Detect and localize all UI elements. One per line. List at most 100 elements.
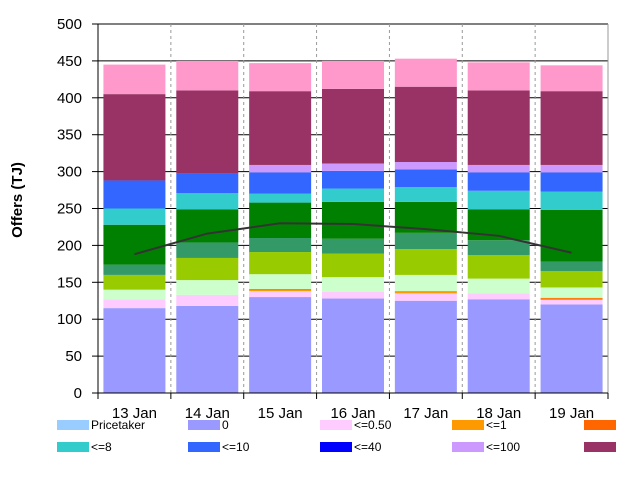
x-tick-label: 13 Jan: [112, 405, 157, 422]
bar-segment: [249, 193, 312, 203]
bar-segment: [103, 208, 166, 225]
legend-swatch: [188, 420, 220, 430]
bar-segment: [176, 193, 239, 210]
bar-segment: [103, 94, 166, 181]
bar-segment: [394, 58, 457, 87]
legend-label: <=10: [222, 440, 250, 454]
bar-segment: [540, 65, 603, 92]
bar-segment: [394, 249, 457, 275]
bar-segment: [467, 293, 530, 300]
bar-segment: [176, 305, 239, 393]
y-tick-label: 150: [57, 274, 82, 291]
legend-label: <=8: [91, 440, 112, 454]
bar-segment: [467, 240, 530, 255]
bar-segment: [322, 88, 384, 164]
bar-segment: [249, 288, 312, 290]
line-series-path: [134, 222, 572, 256]
bar-segment: [249, 91, 312, 165]
y-axis-ticks: 0 50 100 150 200 250 300 350 400 450 500: [57, 16, 98, 402]
bar-segment: [176, 209, 239, 243]
x-tick-label: 18 Jan: [476, 405, 521, 422]
y-tick-label: 400: [57, 90, 82, 107]
legend-swatch: [57, 420, 89, 430]
bar-segment: [103, 224, 166, 265]
y-tick-label: 200: [57, 237, 82, 254]
bar-segment: [103, 274, 166, 290]
bar-segment: [249, 172, 312, 194]
legend-swatch: [320, 420, 352, 430]
bar-segment: [176, 280, 239, 295]
bar-segment: [176, 173, 239, 194]
bar-segment: [103, 180, 166, 209]
bar-segment: [467, 164, 530, 173]
bar-segment: [467, 190, 530, 210]
bar-segment: [322, 253, 384, 278]
x-tick-label: 16 Jan: [330, 405, 375, 422]
legend-swatch: [320, 442, 352, 452]
bar-segment: [540, 297, 603, 299]
bar-segment: [540, 298, 603, 301]
y-tick-label: 300: [57, 164, 82, 181]
bar-segment: [176, 294, 239, 306]
legend: Pricetaker 0 <=0.50 <=1 <=8 <=10 <=40 <=100: [57, 418, 616, 454]
bar-segment: [394, 293, 457, 301]
bar-segment: [467, 278, 530, 294]
bar-segment: [394, 162, 457, 170]
legend-swatch: [584, 442, 616, 452]
bar-segment: [540, 261, 603, 272]
bar-segment: [540, 271, 603, 288]
bar-segment: [467, 62, 530, 91]
x-tick-label: 14 Jan: [185, 405, 230, 422]
bar-segment: [249, 291, 312, 298]
bar-segment: [249, 297, 312, 393]
y-tick-label: 450: [57, 53, 82, 70]
bar-segment: [249, 252, 312, 275]
bar-segment: [249, 238, 312, 253]
bar-segment: [103, 264, 166, 275]
legend-label: <=0.50: [354, 418, 392, 432]
bar-segment: [540, 164, 603, 173]
legend-swatch: [452, 442, 484, 452]
bar-segment: [467, 172, 530, 191]
bar-segment: [249, 274, 312, 289]
bars: [103, 58, 603, 393]
bar-segment: [103, 289, 166, 300]
bar-segment: [322, 298, 384, 393]
bar-segment: [176, 242, 239, 258]
bar-segment: [540, 300, 603, 305]
bar-segment: [540, 172, 603, 192]
y-tick-label: 350: [57, 127, 82, 144]
y-tick-label: 50: [65, 348, 82, 365]
legend-label: 0: [222, 418, 229, 432]
bar-segment: [540, 91, 603, 165]
bar-segment: [394, 291, 457, 294]
bar-segment: [394, 232, 457, 250]
legend-label: <=100: [486, 440, 520, 454]
bar-segment: [322, 60, 384, 89]
bar-segment: [322, 201, 384, 239]
legend-swatch: [188, 442, 220, 452]
bar-segment: [176, 257, 239, 281]
bar-segment: [176, 60, 239, 91]
bar-segment: [322, 163, 384, 171]
bar-segment: [249, 202, 312, 239]
bar-segment: [322, 291, 384, 299]
bar-segment: [322, 238, 384, 254]
legend-label: <=1: [486, 418, 507, 432]
y-tick-label: 250: [57, 201, 82, 218]
bar-segment: [467, 90, 530, 165]
bar-segment: [467, 299, 530, 393]
y-tick-label: 0: [74, 385, 82, 402]
legend-swatch: [57, 442, 89, 452]
bar-segment: [394, 187, 457, 202]
y-axis-label: Offers (TJ): [9, 162, 26, 238]
y-tick-label: 100: [57, 311, 82, 328]
bar-segment: [322, 188, 384, 202]
x-tick-label: 15 Jan: [258, 405, 303, 422]
x-tick-label: 17 Jan: [403, 405, 448, 422]
bar-segment: [394, 274, 457, 292]
bar-segment: [322, 277, 384, 292]
bar-segment: [540, 304, 603, 393]
bar-segment: [467, 254, 530, 279]
